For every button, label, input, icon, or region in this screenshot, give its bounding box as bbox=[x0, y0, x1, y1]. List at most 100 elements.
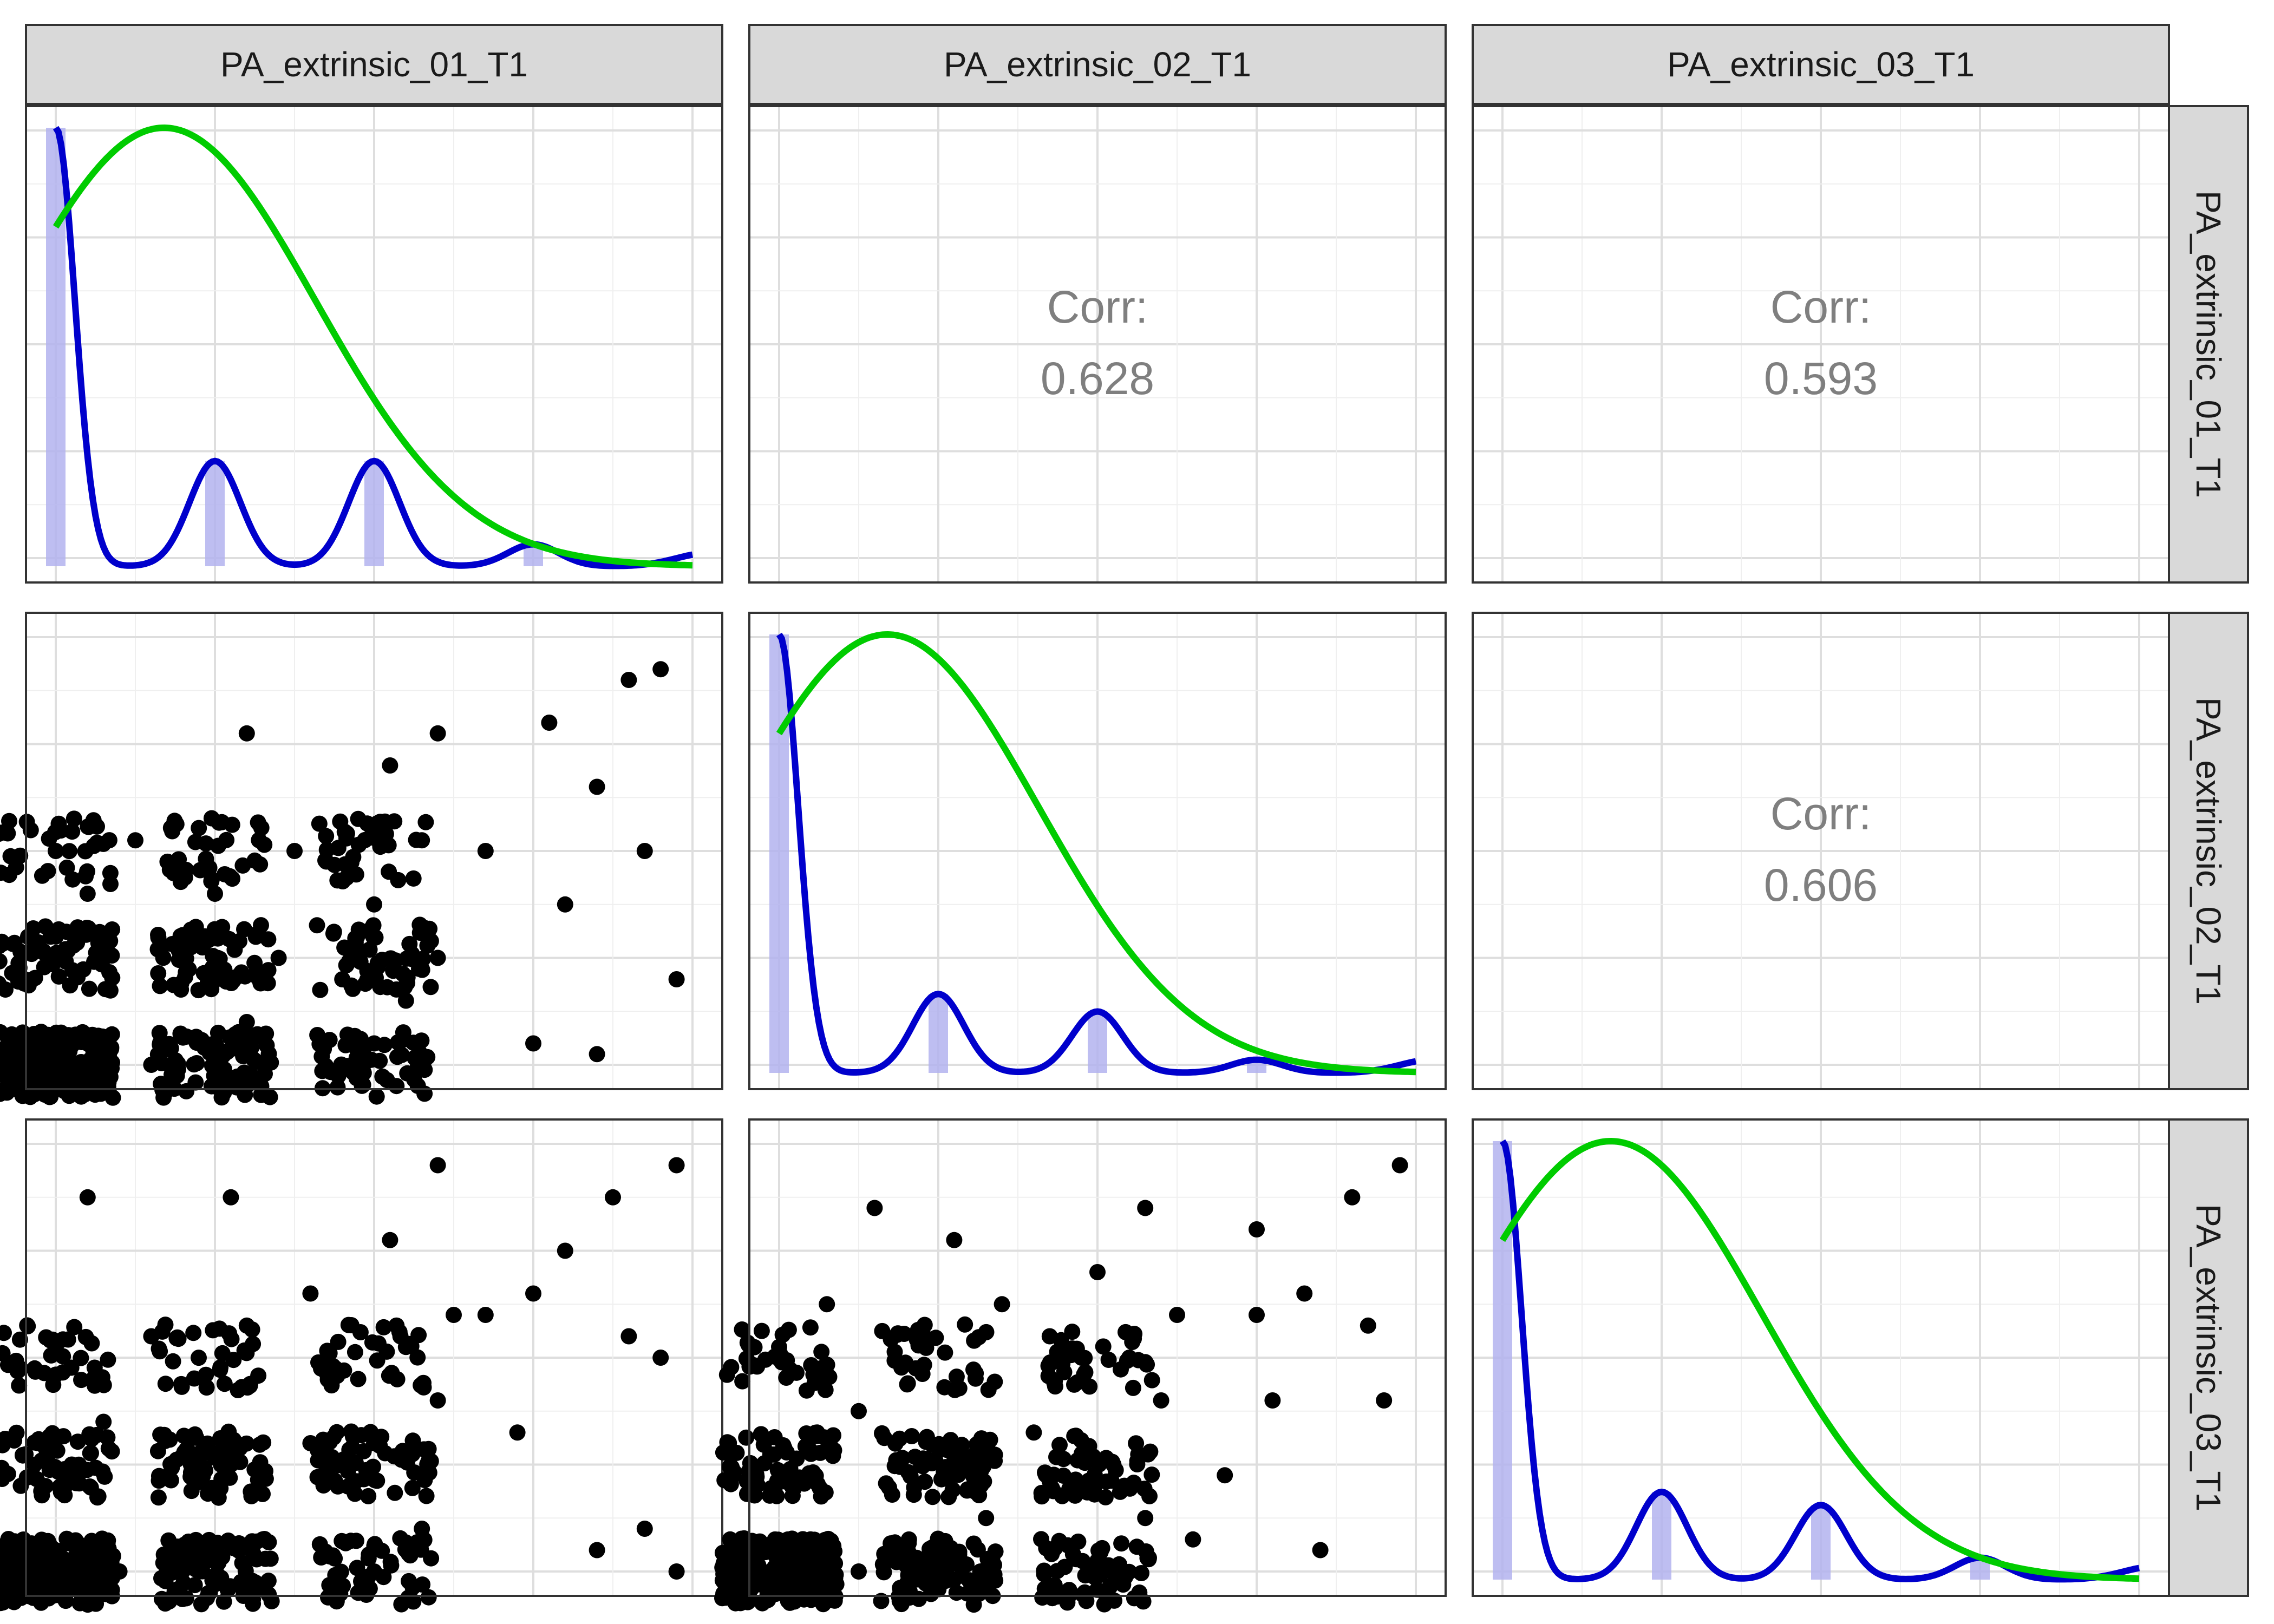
scatter-point bbox=[14, 1571, 30, 1588]
scatter-point bbox=[756, 1455, 773, 1472]
scatter-point bbox=[225, 1436, 242, 1453]
scatter-point bbox=[937, 1344, 953, 1361]
scatter-point bbox=[41, 830, 57, 847]
scatter-point bbox=[557, 896, 573, 913]
scatter-point bbox=[783, 1530, 800, 1547]
scatter-point bbox=[1113, 1535, 1130, 1552]
scatter-point bbox=[55, 1428, 72, 1445]
scatter-point bbox=[360, 1550, 377, 1567]
scatter-point bbox=[72, 1582, 89, 1599]
panels: Corr: 0.628 Corr: 0.593 Corr: 0.606 bbox=[0, 105, 2170, 1613]
scatter-point bbox=[946, 1381, 963, 1398]
scatter-point bbox=[257, 1463, 273, 1479]
scatter-point bbox=[104, 970, 121, 986]
scatter-point bbox=[152, 978, 168, 994]
right-strip-3: PA_extrinsic_03_T1 bbox=[2168, 1118, 2249, 1597]
scatter-point bbox=[354, 1077, 370, 1094]
scatter-point bbox=[165, 1353, 181, 1370]
scatter-point bbox=[75, 961, 92, 978]
density-curve bbox=[1499, 1139, 2140, 1583]
scatter-point bbox=[395, 1024, 411, 1041]
scatter-point bbox=[81, 1426, 98, 1443]
scatter-point bbox=[302, 1285, 319, 1302]
panel-grid bbox=[1473, 106, 2169, 582]
scatter-point bbox=[1056, 1364, 1073, 1380]
scatter-point bbox=[826, 1442, 842, 1459]
scatter-point bbox=[356, 1471, 372, 1488]
scatter-point bbox=[177, 869, 193, 886]
panel-grid bbox=[26, 1119, 722, 1596]
panel-border bbox=[25, 612, 723, 1090]
scatter-point bbox=[162, 1472, 179, 1489]
histogram-bar bbox=[929, 994, 948, 1073]
scatter-clusters bbox=[0, 810, 439, 1106]
scatter-point bbox=[260, 931, 277, 948]
scatter-point bbox=[50, 968, 67, 985]
scatter-point bbox=[345, 849, 362, 866]
scatter-point bbox=[175, 1029, 191, 1046]
scatter-point bbox=[258, 1025, 275, 1042]
scatter-point bbox=[94, 1530, 110, 1547]
scatter-point bbox=[311, 1536, 328, 1553]
scatter-point bbox=[26, 1456, 43, 1473]
scatter-point bbox=[60, 942, 76, 959]
scatter-point bbox=[253, 1055, 270, 1071]
scatter-point bbox=[972, 1563, 989, 1580]
scatter-point bbox=[803, 1357, 820, 1373]
scatter-point bbox=[379, 979, 396, 996]
scatter-point bbox=[652, 661, 669, 678]
scatter-point bbox=[176, 1444, 193, 1461]
scatter-point bbox=[1037, 1466, 1054, 1483]
scatter-point bbox=[1051, 1533, 1068, 1549]
scatter-point bbox=[102, 982, 119, 999]
scatter-point bbox=[223, 1189, 239, 1206]
scatter-point bbox=[820, 1530, 837, 1547]
scatter-point bbox=[251, 832, 267, 848]
scatter-point bbox=[417, 814, 434, 830]
scatter-point bbox=[418, 1488, 435, 1504]
scatter-point bbox=[726, 1550, 742, 1567]
scatter-point bbox=[1169, 1307, 1185, 1323]
scatter-point bbox=[81, 1083, 98, 1100]
scatter-point bbox=[784, 1479, 801, 1496]
scatter-point bbox=[389, 1049, 406, 1065]
scatter-point bbox=[220, 1533, 237, 1549]
scatter-point bbox=[73, 1545, 90, 1562]
scatter-point bbox=[1040, 1358, 1057, 1374]
scatter-point bbox=[44, 1558, 61, 1575]
scatter-point bbox=[87, 1459, 104, 1476]
scatter-point bbox=[336, 939, 353, 956]
scatter-point bbox=[224, 816, 240, 833]
scatter-point bbox=[753, 1322, 770, 1339]
scatter-point bbox=[95, 835, 112, 852]
scatter-point bbox=[202, 1036, 219, 1053]
scatter-point bbox=[589, 1542, 605, 1558]
scatter-point bbox=[899, 1376, 916, 1393]
scatter-point bbox=[362, 1424, 379, 1440]
scatter-point bbox=[325, 1429, 342, 1446]
scatter-point bbox=[385, 962, 402, 979]
scatter-point bbox=[188, 1429, 205, 1446]
normal-curve bbox=[776, 631, 1416, 1076]
scatter-point bbox=[0, 1325, 12, 1341]
scatter-point bbox=[11, 959, 28, 976]
scatter-point bbox=[781, 1594, 798, 1611]
panel-3-2 bbox=[714, 1118, 1447, 1613]
scatter-point bbox=[375, 1569, 392, 1586]
right-strip-bg bbox=[2168, 1118, 2249, 1597]
right-strip-label: PA_extrinsic_01_T1 bbox=[2189, 191, 2228, 498]
scatter-point bbox=[994, 1296, 1010, 1313]
scatter-point bbox=[99, 1575, 115, 1592]
scatter-point bbox=[807, 1563, 824, 1580]
scatter-point bbox=[1068, 1551, 1084, 1568]
scatter-point bbox=[1073, 1432, 1089, 1449]
scatter-point bbox=[1085, 1561, 1102, 1577]
histogram-bar bbox=[1088, 1011, 1107, 1073]
scatter-point bbox=[364, 1334, 381, 1351]
scatter-point bbox=[960, 1572, 977, 1589]
scatter-point bbox=[1064, 1340, 1081, 1357]
scatter-point bbox=[347, 1344, 363, 1360]
scatter-point bbox=[95, 1413, 112, 1430]
scatter-point bbox=[286, 843, 303, 859]
